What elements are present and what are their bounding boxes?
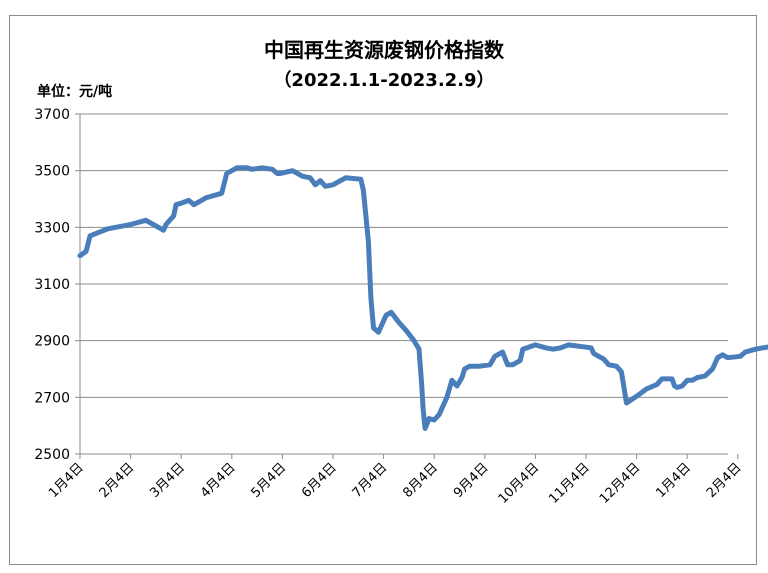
y-axis-unit-label: 单位：元/吨 xyxy=(37,84,113,100)
x-tick-label: 8月4日 xyxy=(400,460,441,501)
y-tick-label: 3700 xyxy=(34,107,70,123)
price-index-line xyxy=(77,165,768,431)
x-tick-label: 11月4日 xyxy=(546,460,593,507)
x-tick-label: 3月4日 xyxy=(147,460,188,501)
x-tick-label: 12月4日 xyxy=(597,460,644,507)
x-tick-label: 7月4日 xyxy=(350,460,391,501)
x-tick-label: 2月4日 xyxy=(97,460,138,501)
x-tick-label: 5月4日 xyxy=(249,460,290,501)
x-tick-label: 2月4日 xyxy=(704,460,745,501)
y-tick-label: 3100 xyxy=(34,277,70,293)
y-tick-label: 3300 xyxy=(34,220,70,236)
chart-subtitle: （2022.1.1-2023.2.9） xyxy=(273,70,495,91)
x-tick-label: 4月4日 xyxy=(198,460,239,501)
x-tick-label: 10月4日 xyxy=(496,460,543,507)
x-tick-label: 9月4日 xyxy=(451,460,492,501)
y-tick-label: 2500 xyxy=(34,447,70,463)
y-tick-label: 3500 xyxy=(34,164,70,180)
x-tick-label: 6月4日 xyxy=(299,460,340,501)
y-tick-label: 2900 xyxy=(34,334,70,350)
x-tick-label: 1月4日 xyxy=(653,460,694,501)
x-tick-label: 1月4日 xyxy=(46,460,87,501)
chart-title: 中国再生资源废钢价格指数 xyxy=(264,38,504,62)
chart-frame xyxy=(9,15,757,565)
y-tick-label: 2700 xyxy=(34,390,70,406)
